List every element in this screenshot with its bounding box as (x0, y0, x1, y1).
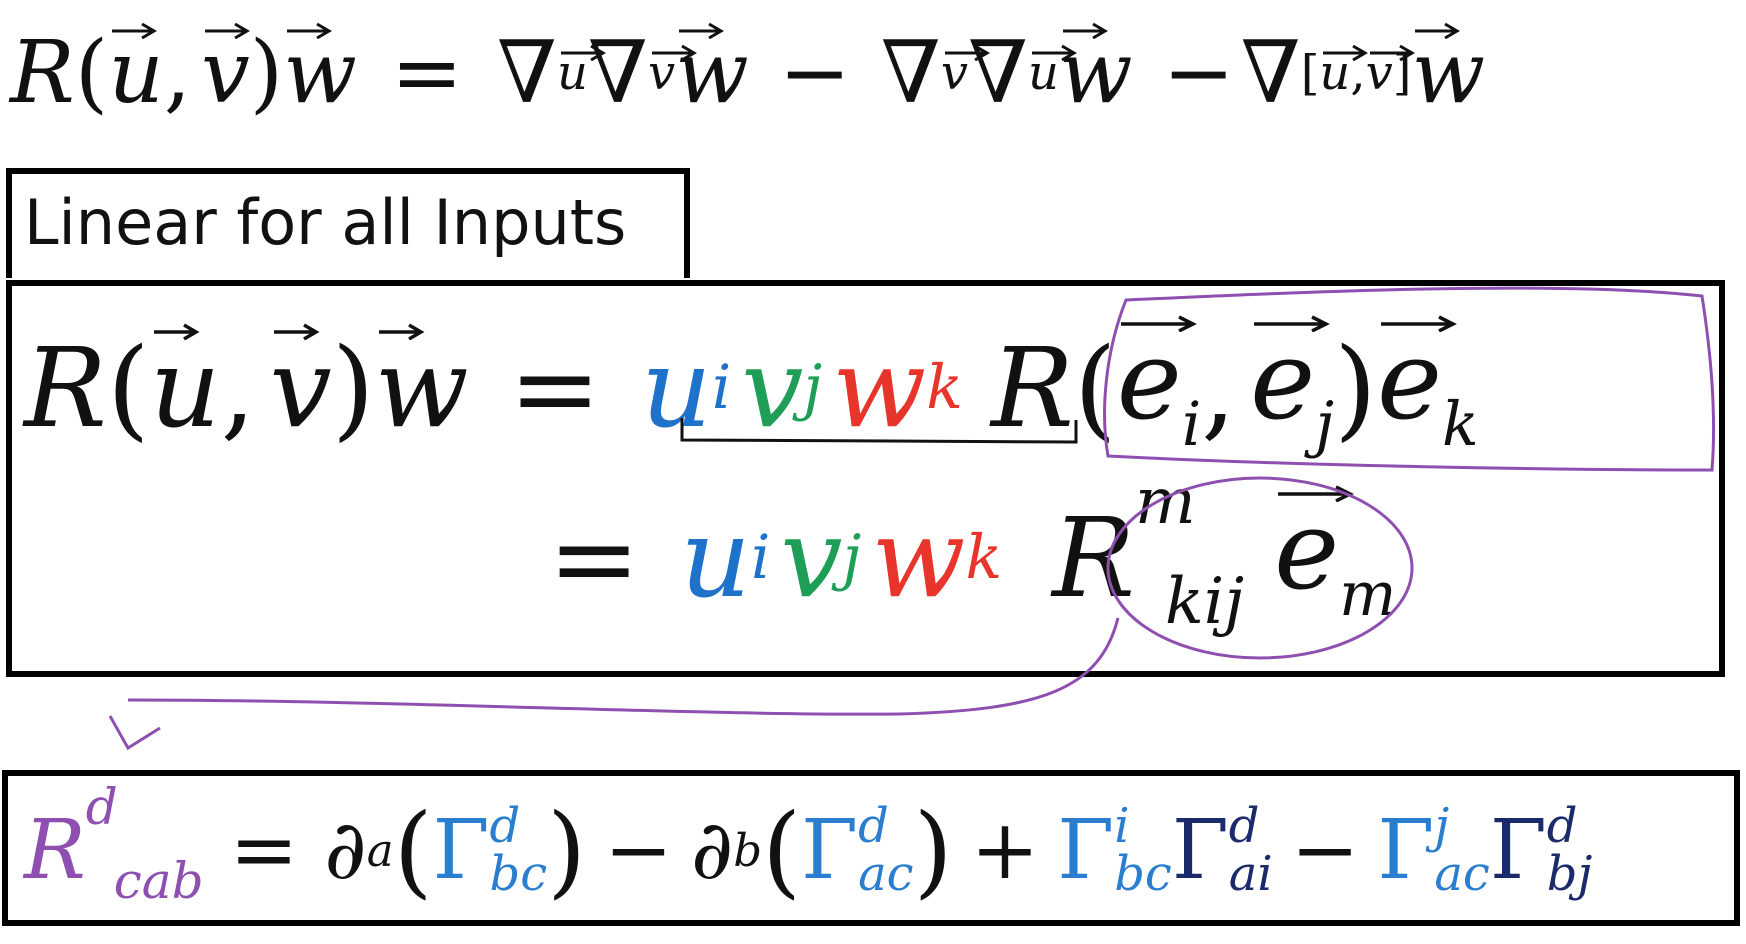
coefficient-w: w (832, 324, 927, 452)
arrow-down-icon (108, 715, 161, 751)
vector-w: w (283, 22, 357, 123)
nabla-symbol: ∇ (1240, 23, 1301, 123)
vector-u: u (108, 22, 164, 123)
nabla-symbol: ∇ (587, 23, 648, 123)
lie-bracket-subscript: [u ,v] (1300, 44, 1415, 101)
riemann-tensor-component: R (1052, 494, 1135, 622)
nabla-symbol: ∇ (967, 23, 1029, 123)
riemann-christoffel-equation: R d cab = ∂ a ( Γ d bc ) − ∂ b ( Γ d ac ) … (24, 778, 1593, 910)
nabla-symbol: ∇ (496, 23, 557, 123)
riemann-components-box (2, 770, 1740, 926)
nabla-symbol: ∇ (880, 23, 941, 123)
definition-equation: R ( u , v ) w = ∇ u ∇ v w − ∇ v ∇ u w − … (10, 22, 1486, 123)
linear-label: Linear for all Inputs (24, 186, 627, 259)
vector-v: v (201, 22, 251, 123)
label-box (6, 168, 690, 278)
basis-R: R (990, 324, 1074, 452)
curvature-R: R (10, 23, 75, 123)
coefficient-v: v (741, 324, 804, 452)
coefficient-u: u (640, 324, 712, 452)
